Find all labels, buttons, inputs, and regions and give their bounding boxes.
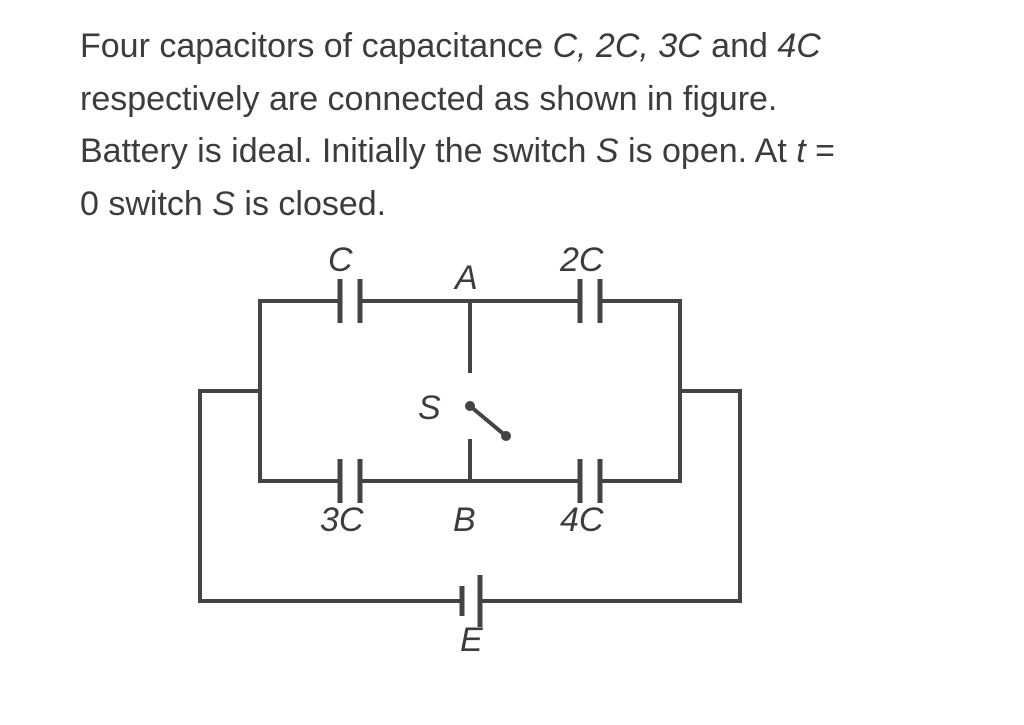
label-s: S bbox=[418, 389, 441, 427]
circuit-diagram: C A 2C S 3C B 4C E bbox=[160, 241, 800, 661]
text-line3-mid: is open. At bbox=[619, 132, 797, 170]
text-line1-prefix: Four capacitors of capacitance bbox=[80, 27, 552, 65]
text-line4-prefix: 0 switch bbox=[80, 185, 212, 223]
label-a: A bbox=[453, 259, 478, 297]
text-and: and bbox=[702, 27, 778, 65]
text-switch-s: S bbox=[596, 132, 619, 170]
label-b: B bbox=[453, 501, 476, 539]
label-c: C bbox=[328, 241, 353, 279]
text-switch-s2: S bbox=[212, 185, 235, 223]
text-caplist: C, 2C, 3C bbox=[552, 27, 701, 65]
text-line4-suffix: is closed. bbox=[235, 185, 386, 223]
text-caplast: 4C bbox=[777, 27, 820, 65]
text-line3-prefix: Battery is ideal. Initially the switch bbox=[80, 132, 596, 170]
text-line3-eq: = bbox=[806, 132, 835, 170]
problem-statement: Four capacitors of capacitance C, 2C, 3C… bbox=[80, 20, 964, 231]
text-line2: respectively are connected as shown in f… bbox=[80, 80, 777, 118]
text-t: t bbox=[796, 132, 805, 170]
label-3c: 3C bbox=[320, 501, 364, 539]
label-4c: 4C bbox=[560, 501, 604, 539]
label-2c: 2C bbox=[559, 241, 604, 279]
label-e: E bbox=[460, 621, 483, 659]
